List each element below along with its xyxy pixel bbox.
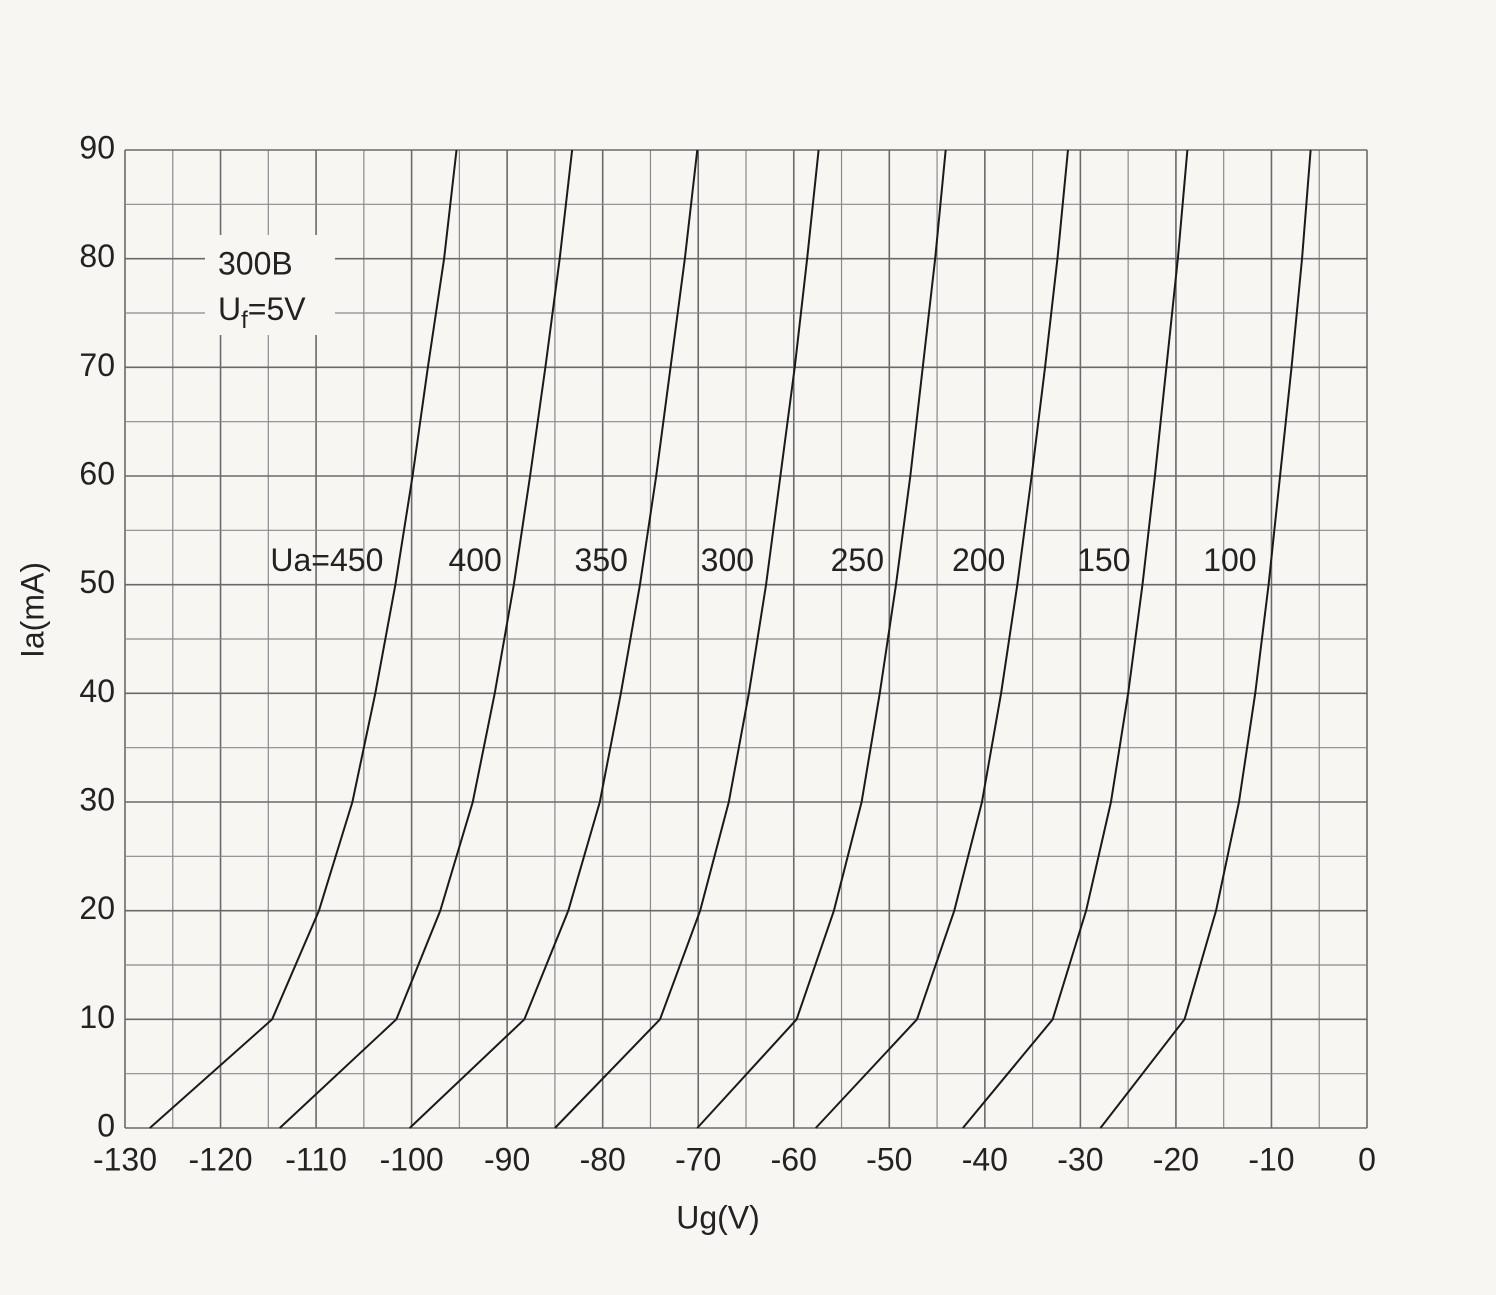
x-tick-label: -100: [380, 1141, 444, 1177]
curve: [1099, 149, 1312, 1129]
y-tick-label: 80: [79, 238, 115, 274]
y-axis-label: Ia(mA): [14, 562, 50, 658]
x-tick-label: -90: [484, 1141, 530, 1177]
y-tick-label: 0: [97, 1107, 115, 1143]
x-tick-label: -120: [189, 1141, 253, 1177]
y-tick-label: 50: [79, 564, 115, 600]
filament-symbol: U: [218, 291, 241, 327]
series-label: 100: [1203, 542, 1256, 578]
y-tick-label: 40: [79, 673, 115, 709]
y-tick-label: 70: [79, 347, 115, 383]
series-label: 250: [831, 542, 884, 578]
series-label: 300: [701, 542, 754, 578]
x-tick-label: -70: [675, 1141, 721, 1177]
y-tick-label: 30: [79, 781, 115, 817]
filament-subscript: f: [241, 307, 248, 334]
x-tick-label: -130: [93, 1141, 157, 1177]
series-label: 200: [952, 542, 1005, 578]
annotation-backdrop: [205, 235, 335, 335]
x-tick-label: -30: [1057, 1141, 1103, 1177]
annotation-title: 300B: [218, 245, 293, 281]
x-axis-label: Ug(V): [676, 1199, 760, 1235]
annotation-filament: Uf=5V: [218, 291, 306, 334]
curve: [554, 149, 820, 1129]
x-tick-label: 0: [1358, 1141, 1376, 1177]
x-tick-label: -40: [962, 1141, 1008, 1177]
series-label: 400: [448, 542, 501, 578]
y-tick-label: 90: [79, 129, 115, 165]
x-tick-label: -10: [1248, 1141, 1294, 1177]
series-label: 150: [1077, 542, 1130, 578]
curve: [696, 149, 947, 1129]
curve: [815, 149, 1069, 1129]
y-tick-label: 60: [79, 455, 115, 491]
filament-value: =5V: [248, 291, 306, 327]
x-tick-label: -80: [580, 1141, 626, 1177]
x-tick-label: -60: [771, 1141, 817, 1177]
x-tick-label: -110: [285, 1141, 347, 1177]
curve: [279, 149, 574, 1129]
curve: [149, 149, 458, 1129]
y-tick-label: 10: [79, 999, 115, 1035]
curve: [962, 149, 1189, 1129]
series-label: Ua=450: [270, 542, 383, 578]
x-tick-label: -20: [1153, 1141, 1199, 1177]
y-tick-label: 20: [79, 890, 115, 926]
curve: [409, 149, 699, 1129]
series-label: 350: [575, 542, 628, 578]
x-tick-label: -50: [866, 1141, 912, 1177]
